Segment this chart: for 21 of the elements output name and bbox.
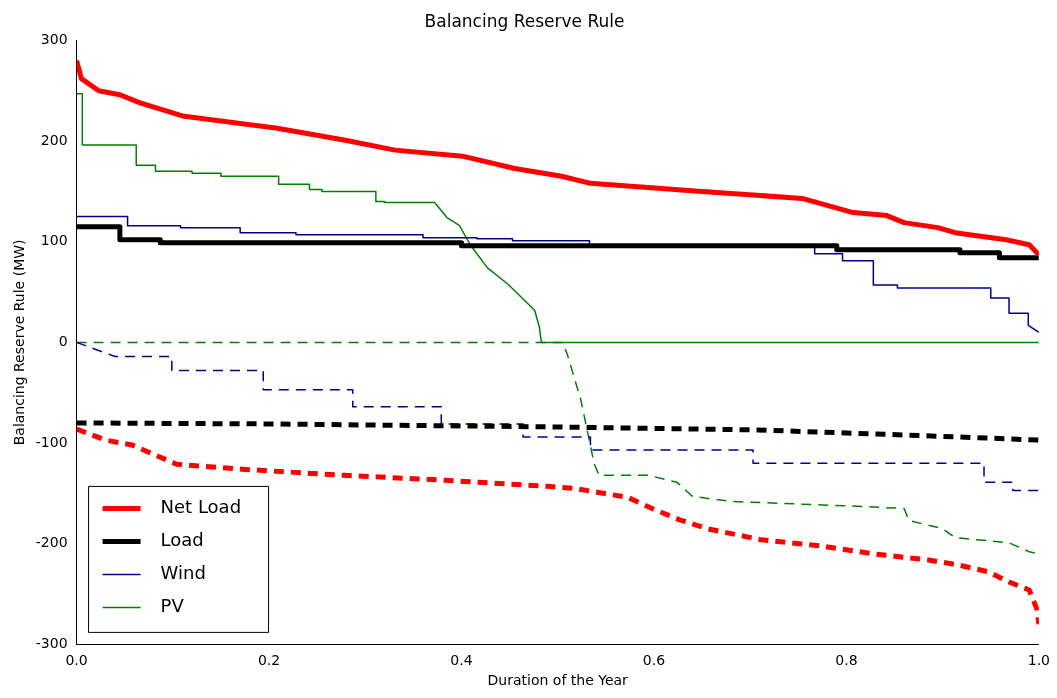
legend-label: Wind	[160, 562, 206, 584]
y-axis-title: Balancing Reserve Rule (MW)	[11, 239, 28, 446]
y-tick-label: -200	[35, 534, 68, 551]
y-tick-label: 300	[40, 31, 68, 48]
x-axis-title: Duration of the Year	[487, 672, 629, 689]
y-tick-label: -300	[35, 635, 68, 652]
x-tick-label: 1.0	[1027, 652, 1050, 669]
chart-title: Balancing Reserve Rule	[424, 10, 625, 31]
legend-label: Load	[160, 529, 204, 551]
y-tick-label: -100	[35, 433, 68, 450]
x-tick-label: 0.4	[450, 652, 473, 669]
x-tick-label: 0.8	[835, 652, 858, 669]
x-tick-label: 0.0	[65, 652, 88, 669]
legend-label: Net Load	[160, 496, 242, 518]
x-tick-label: 0.2	[257, 652, 281, 669]
y-tick-label: 0	[58, 333, 68, 350]
y-tick-label: 100	[40, 232, 68, 249]
x-tick-label: 0.6	[642, 652, 666, 669]
y-tick-label: 200	[40, 131, 68, 148]
line-series	[76, 341, 1039, 492]
legend-label: PV	[160, 595, 185, 617]
